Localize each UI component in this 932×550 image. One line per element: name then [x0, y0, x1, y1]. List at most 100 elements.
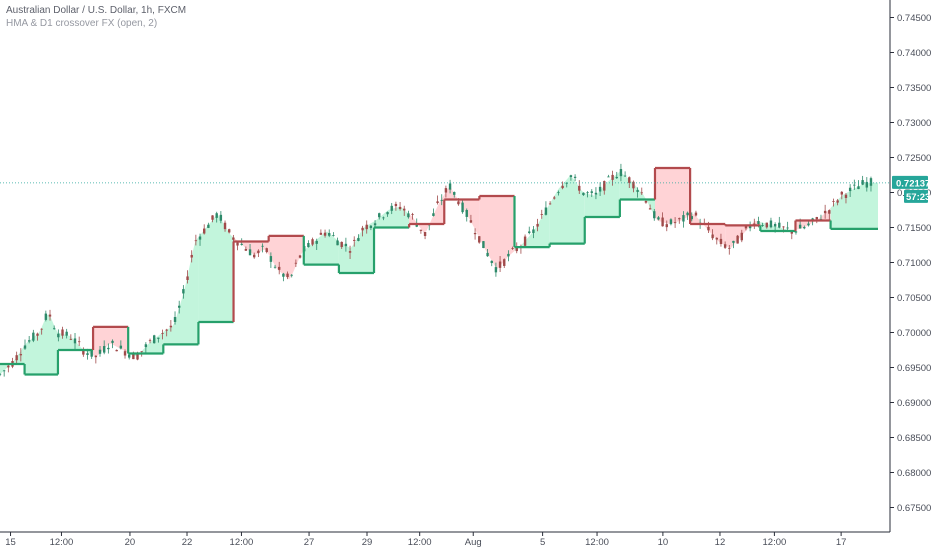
candle-body-31 — [127, 354, 131, 358]
x-tick-label-9: 5 — [540, 537, 545, 548]
candle-body-118 — [490, 260, 493, 264]
candle-body-62 — [257, 250, 260, 254]
countdown-badge — [904, 189, 928, 203]
candle-body-1 — [2, 370, 6, 372]
y-tick-label-9: 0.70000 — [897, 328, 931, 339]
candle-body-139 — [578, 185, 581, 191]
candle-body-10 — [40, 328, 43, 330]
candle-body-43 — [177, 305, 181, 308]
candle-body-34 — [140, 351, 143, 353]
candle-body-20 — [82, 349, 85, 355]
candle-body-92 — [382, 217, 385, 219]
candle-body-9 — [36, 333, 39, 336]
candle-body-174 — [723, 244, 727, 248]
candle-body-67 — [278, 266, 281, 270]
candle-body-200 — [832, 201, 835, 202]
candle-body-13 — [52, 328, 56, 330]
candle-body-199 — [828, 210, 831, 214]
candle-body-97 — [403, 208, 406, 211]
fill-region-8 — [268, 235, 304, 280]
candle-body-30 — [123, 351, 127, 356]
x-tick-label-13: 12:00 — [763, 537, 787, 548]
candle-body-178 — [740, 232, 743, 241]
candle-body-111 — [461, 202, 464, 213]
candle-body-36 — [148, 340, 152, 342]
x-tick-label-2: 20 — [125, 537, 136, 548]
candle-body-136 — [565, 182, 568, 184]
candle-body-91 — [378, 213, 381, 218]
candle-body-54 — [223, 222, 227, 230]
candle-body-90 — [373, 223, 377, 226]
candle-body-185 — [769, 220, 773, 228]
candle-body-78 — [323, 232, 327, 236]
candle-body-122 — [507, 253, 510, 257]
candle-body-116 — [482, 241, 485, 249]
candle-body-0 — [0, 373, 2, 375]
candle-body-179 — [744, 226, 748, 229]
x-tick-label-0: 15 — [5, 537, 16, 548]
candle-body-141 — [586, 192, 589, 194]
candle-body-110 — [457, 201, 460, 205]
candle-body-161 — [669, 219, 673, 225]
candle-body-76 — [315, 240, 318, 244]
x-tick-label-6: 29 — [362, 537, 373, 548]
candle-body-191 — [794, 231, 798, 233]
x-tick-label-7: 12:00 — [408, 537, 432, 548]
candle-body-60 — [248, 249, 252, 256]
candle-body-154 — [640, 192, 643, 194]
candle-body-16 — [65, 331, 68, 336]
fill-region-1 — [24, 314, 58, 375]
candle-body-207 — [861, 180, 864, 185]
candle-body-22 — [90, 349, 93, 357]
candle-body-33 — [136, 354, 139, 360]
candle-body-190 — [790, 230, 793, 234]
candle-body-40 — [165, 329, 168, 331]
candle-body-65 — [269, 256, 273, 262]
candle-body-17 — [69, 338, 73, 340]
candle-body-79 — [328, 233, 331, 236]
candle-body-42 — [173, 316, 177, 322]
candle-body-146 — [607, 176, 610, 178]
fill-region-22 — [760, 222, 796, 231]
candle-body-164 — [682, 215, 685, 222]
candle-body-86 — [357, 238, 360, 241]
candle-body-183 — [761, 225, 764, 226]
candle-body-205 — [853, 184, 856, 186]
candle-body-137 — [569, 175, 573, 178]
candle-body-19 — [77, 341, 81, 343]
candle-body-123 — [511, 248, 514, 249]
y-tick-label-3: 0.73000 — [897, 118, 931, 129]
candle-body-107 — [444, 188, 448, 193]
candle-body-109 — [453, 192, 456, 195]
candle-body-171 — [711, 234, 714, 239]
fill-region-10 — [338, 221, 375, 273]
candle-body-5 — [19, 354, 23, 356]
candle-body-114 — [473, 232, 477, 235]
y-tick-label-2: 0.73500 — [897, 83, 931, 94]
candle-body-68 — [282, 273, 285, 277]
candle-body-57 — [236, 242, 239, 246]
candle-body-24 — [98, 349, 102, 354]
candle-body-49 — [203, 228, 206, 234]
candle-body-206 — [857, 186, 860, 190]
candle-body-45 — [186, 276, 189, 281]
candle-body-193 — [803, 227, 806, 229]
candle-body-89 — [369, 225, 373, 229]
candle-body-192 — [798, 224, 802, 229]
candle-body-44 — [182, 289, 185, 294]
candle-body-7 — [27, 340, 31, 342]
candle-body-131 — [544, 207, 548, 215]
candle-body-39 — [161, 333, 164, 334]
candle-body-128 — [532, 229, 535, 233]
candle-body-14 — [57, 333, 60, 338]
candle-body-117 — [486, 252, 489, 257]
candle-body-37 — [152, 335, 156, 344]
candle-body-38 — [157, 337, 160, 339]
x-tick-label-8: Aug — [465, 537, 482, 548]
y-tick-label-14: 0.67500 — [897, 503, 931, 514]
candle-body-52 — [215, 213, 218, 218]
candle-body-104 — [432, 213, 435, 216]
candle-body-96 — [398, 206, 402, 210]
candle-body-138 — [573, 176, 577, 178]
